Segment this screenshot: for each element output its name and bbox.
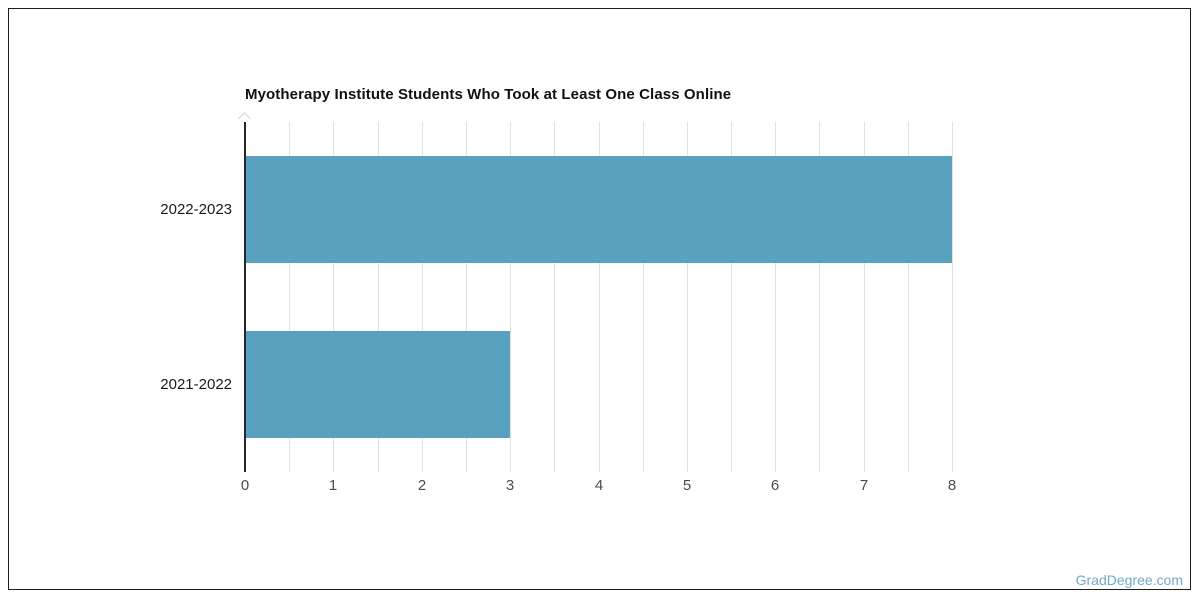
gridline	[466, 122, 467, 472]
gridline	[289, 122, 290, 472]
gridline	[554, 122, 555, 472]
x-tick-label: 0	[240, 477, 250, 494]
x-tick-label: 2	[417, 477, 427, 494]
gridline	[599, 122, 600, 472]
bar-2022-2023[interactable]	[245, 156, 952, 263]
gridline	[687, 122, 688, 472]
gridline	[378, 122, 379, 472]
x-tick-label: 7	[859, 477, 869, 494]
x-tick-label: 5	[682, 477, 692, 494]
gridline	[864, 122, 865, 472]
x-tick-label: 3	[505, 477, 515, 494]
watermark-link[interactable]: GradDegree.com	[1075, 572, 1183, 588]
chart-title: Myotherapy Institute Students Who Took a…	[245, 86, 732, 103]
gridline	[952, 122, 953, 472]
x-tick-label: 1	[328, 477, 338, 494]
gridline	[643, 122, 644, 472]
y-axis-line	[244, 122, 246, 472]
x-tick-label: 6	[770, 477, 780, 494]
category-label: 2021-2022	[160, 376, 232, 393]
gridline	[510, 122, 511, 472]
plot-area	[245, 122, 953, 472]
category-label: 2022-2023	[160, 201, 232, 218]
x-tick-label: 8	[947, 477, 957, 494]
gridline	[908, 122, 909, 472]
gridline	[333, 122, 334, 472]
bar-2021-2022[interactable]	[245, 331, 510, 438]
gridline	[775, 122, 776, 472]
x-tick-label: 4	[594, 477, 604, 494]
gridline	[422, 122, 423, 472]
gridline	[731, 122, 732, 472]
gridline	[819, 122, 820, 472]
